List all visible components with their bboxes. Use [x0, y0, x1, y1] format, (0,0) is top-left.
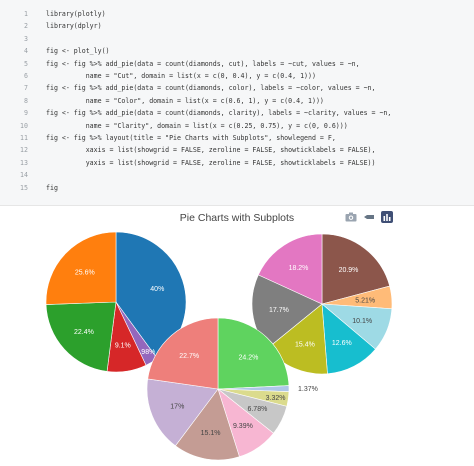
modebar	[344, 210, 394, 226]
slice-label: 3.32%	[266, 395, 286, 402]
code-line: 14	[0, 169, 474, 182]
pie-slice[interactable]	[147, 317, 219, 390]
code-text: yaxis = list(showgrid = FALSE, zeroline …	[46, 158, 376, 167]
line-number: 13	[20, 158, 28, 167]
camera-icon[interactable]	[344, 210, 358, 224]
code-text: fig <- plot_ly()	[46, 47, 110, 56]
code-text: library(dplyr)	[46, 22, 102, 31]
code-line: 11 fig <- fig %>% layout(title = "Pie Cha…	[0, 132, 474, 145]
code-line: 9 fig <- fig %>% add_pie(data = count(dia…	[0, 107, 474, 120]
line-number: 9	[24, 109, 28, 118]
code-text: fig <- fig %>% add_pie(data = count(diam…	[46, 59, 360, 68]
code-text: name = "Cut", domain = list(x = c(0, 0.4…	[46, 72, 316, 80]
code-text: xaxis = list(showgrid = FALSE, zeroline …	[46, 146, 376, 155]
line-number: 5	[24, 59, 28, 68]
slice-label: 9.39%	[233, 423, 253, 430]
code-text: fig <- fig %>% add_pie(data = count(diam…	[46, 84, 376, 93]
pie-slice[interactable]	[321, 233, 391, 305]
slice-label: 22.7%	[179, 353, 199, 360]
slice-label: 17%	[170, 403, 184, 410]
line-number: 3	[24, 34, 28, 43]
line-number: 6	[24, 72, 28, 80]
pie-slice[interactable]	[217, 317, 290, 390]
slice-label: 10.1%	[352, 318, 372, 325]
code-text: name = "Clarity", domain = list(x = c(0.…	[46, 121, 348, 130]
pie-slice[interactable]	[174, 388, 240, 461]
code-text: fig	[46, 183, 58, 192]
slice-label: 40%	[150, 286, 164, 293]
line-number: 2	[24, 22, 28, 31]
line-number: 12	[20, 146, 28, 155]
code-line: 2 library(dplyr)	[0, 20, 474, 33]
code-line: 3	[0, 33, 474, 46]
code-text: fig <- fig %>% add_pie(data = count(diam…	[46, 109, 392, 118]
chart-title: Pie Charts with Subplots	[179, 212, 295, 224]
code-line: 6 name = "Cut", domain = list(x = c(0, 0…	[0, 70, 474, 83]
code-line: 15 fig	[0, 182, 474, 195]
code-line: 8 name = "Color", domain = list(x = c(0.…	[0, 95, 474, 108]
code-line: 5 fig <- fig %>% add_pie(data = count(dia…	[0, 58, 474, 71]
pie-slice[interactable]	[45, 231, 117, 305]
line-number: 11	[20, 134, 28, 142]
pie-3: 24.2% 1.37% 3.32% 6.78% 9.39% 15.1% 17% 22.7%	[146, 317, 318, 461]
line-number: 14	[20, 171, 28, 180]
slice-label: 6.78%	[247, 406, 267, 413]
line-number: 1	[24, 10, 28, 18]
code-line: 7 fig <- fig %>% add_pie(data = count(dia…	[0, 82, 474, 95]
slice-label: 17.7%	[269, 307, 289, 314]
slice-label: 20.9%	[339, 267, 359, 274]
code-text: fig <- fig %>% layout(title = "Pie Chart…	[46, 134, 336, 142]
code-line: 4 fig <- plot_ly()	[0, 45, 474, 58]
zoom-icon[interactable]	[362, 210, 376, 224]
pie-slice[interactable]	[45, 301, 117, 372]
slice-label: 24.2%	[238, 355, 258, 362]
code-line: 1 library(plotly)	[0, 8, 474, 21]
line-number: 10	[20, 121, 28, 130]
code-line: 10 name = "Clarity", domain = list(x = c…	[0, 120, 474, 133]
code-block: 1 library(plotly) 2 library(dplyr) 3 4 fig <- …	[0, 0, 474, 206]
slice-label: 9.1%	[115, 342, 131, 349]
code-line: 12 xaxis = list(showgrid = FALSE, zeroli…	[0, 144, 474, 157]
pie-slice[interactable]	[257, 233, 323, 305]
line-number: 8	[24, 96, 28, 105]
line-number: 15	[20, 183, 28, 192]
slice-label: 1.37%	[298, 386, 318, 393]
plot-area[interactable]: Pie Charts with Subplots 40% 2.98% 9.1% 22	[0, 206, 474, 466]
line-number: 7	[24, 84, 28, 93]
pie-slice[interactable]	[146, 378, 219, 447]
line-number: 4	[24, 47, 28, 56]
slice-label: 15.4%	[295, 341, 315, 348]
slice-label: 12.6%	[332, 340, 352, 347]
pie-1: 40% 2.98% 9.1% 22.4% 25.6%	[45, 231, 187, 373]
code-text: name = "Color", domain = list(x = c(0.6,…	[46, 96, 324, 105]
slice-label: 22.4%	[74, 329, 94, 336]
plotly-logo-icon[interactable]	[380, 210, 394, 224]
slice-label: 5.21%	[355, 297, 375, 304]
code-text: library(plotly)	[46, 10, 106, 18]
slice-label: 25.6%	[75, 269, 95, 276]
pie-chart-svg: 40% 2.98% 9.1% 22.4% 25.6% 20.9% 5.21% 10.1% 12.…	[45, 231, 393, 461]
code-line: 13 yaxis = list(showgrid = FALSE, zeroli…	[0, 157, 474, 170]
slice-label: 18.2%	[289, 265, 309, 272]
slice-label: 2.98%	[135, 349, 155, 356]
slice-label: 15.1%	[201, 430, 221, 437]
